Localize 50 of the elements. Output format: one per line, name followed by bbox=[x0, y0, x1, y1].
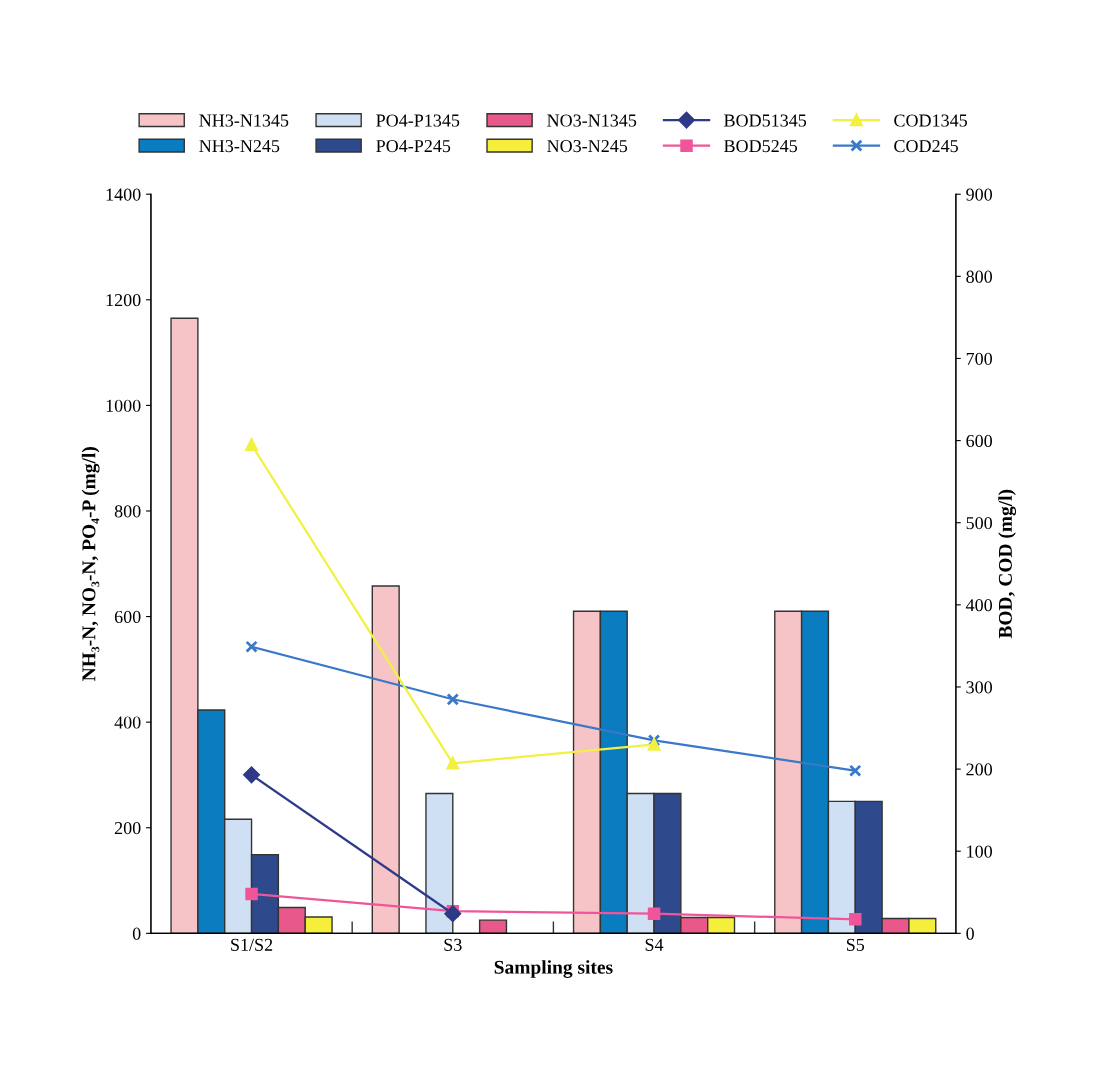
y2-tick-label: 400 bbox=[965, 599, 993, 612]
y2-tick-label: 100 bbox=[967, 845, 993, 858]
legend-label: COD245 bbox=[894, 140, 958, 153]
y-axis-title: NH₃-N, NO₃-N, PO₄-P (mg/l) bbox=[81, 447, 100, 681]
bar bbox=[478, 919, 508, 934]
x-axis-title: Sampling sites bbox=[494, 960, 613, 978]
legend-label: PO4-P1345 bbox=[376, 114, 460, 127]
point bbox=[647, 738, 661, 751]
legend-label: NO3-N245 bbox=[547, 140, 628, 153]
legend-label: NO3-N1345 bbox=[547, 114, 637, 127]
y2-tick-label: 500 bbox=[966, 516, 993, 530]
legend-label: COD1345 bbox=[894, 114, 967, 127]
legend-label: NH3-N1345 bbox=[199, 114, 289, 127]
bar bbox=[425, 792, 454, 934]
x-tick-label: S1/S2 bbox=[231, 938, 273, 951]
point bbox=[446, 693, 460, 706]
point bbox=[647, 734, 661, 747]
y-tick-label: 600 bbox=[114, 610, 141, 624]
y2-tick-label: 200 bbox=[966, 763, 993, 776]
x-tick-label: S3 bbox=[444, 938, 462, 951]
x-tick-label: S5 bbox=[846, 938, 865, 951]
point bbox=[647, 907, 661, 920]
x-tick-label: S4 bbox=[645, 938, 664, 951]
y2-tick-label: 600 bbox=[966, 434, 993, 448]
y-tick-label: 0 bbox=[132, 927, 141, 940]
legend-label: PO4-P245 bbox=[376, 140, 451, 153]
y2-tick-label: 700 bbox=[966, 352, 993, 365]
y-tick-label: 1400 bbox=[106, 188, 141, 201]
y-tick-label: 200 bbox=[114, 822, 141, 835]
y-tick-label: 1000 bbox=[106, 399, 141, 412]
y2-axis-title: BOD, COD (mg/l) bbox=[998, 489, 1017, 639]
legend-label: NH3-N245 bbox=[199, 140, 280, 153]
legend-label: BOD5245 bbox=[724, 140, 798, 153]
y2-tick-label: 300 bbox=[966, 681, 993, 694]
point bbox=[444, 905, 462, 922]
point bbox=[849, 913, 862, 926]
y-tick-label: 400 bbox=[114, 716, 141, 729]
y2-tick-label: 0 bbox=[966, 927, 974, 940]
point bbox=[849, 764, 862, 777]
legend-label: BOD51345 bbox=[724, 114, 807, 127]
y-tick-label: 800 bbox=[114, 505, 141, 518]
point bbox=[446, 757, 460, 770]
point bbox=[245, 438, 258, 451]
point bbox=[245, 887, 258, 901]
point bbox=[243, 766, 260, 784]
y2-tick-label: 900 bbox=[966, 188, 993, 201]
y-tick-label: 1200 bbox=[106, 294, 141, 307]
point bbox=[245, 640, 258, 653]
y2-tick-label: 800 bbox=[966, 270, 993, 283]
bar bbox=[371, 585, 400, 934]
